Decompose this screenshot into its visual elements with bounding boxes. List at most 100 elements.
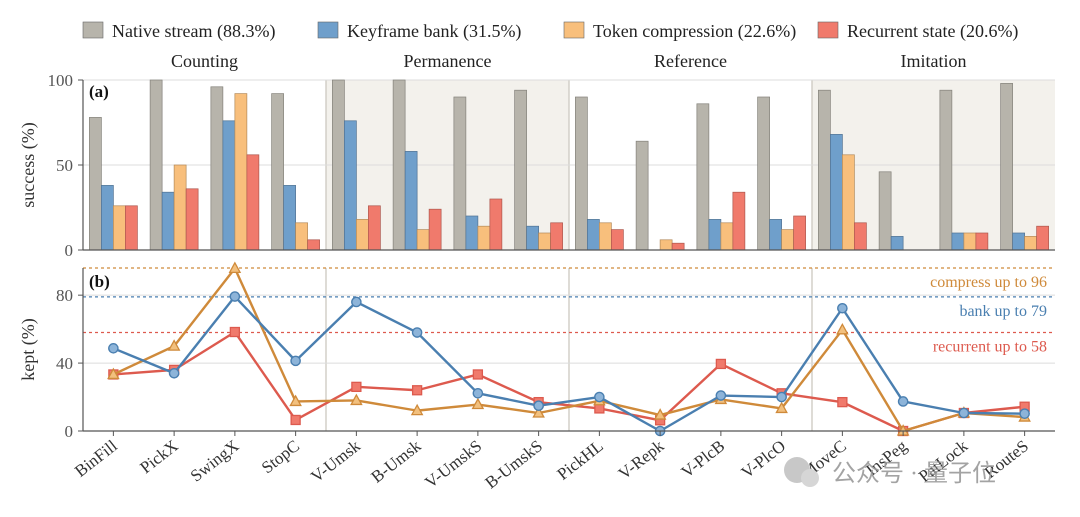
bar: [356, 219, 369, 251]
legend-label: Keyframe bank (31.5%): [347, 21, 521, 42]
data-point-bank: [168, 367, 180, 379]
bar: [587, 219, 600, 251]
wechat-icon-bubble: [801, 469, 819, 487]
data-point-recurrent: [715, 358, 727, 370]
data-point-bank: [715, 390, 727, 401]
data-point-bank: [472, 388, 484, 399]
bar: [125, 205, 138, 251]
bar: [368, 205, 381, 251]
bar: [781, 229, 794, 251]
x-tick-label: V-PlcB: [678, 436, 729, 481]
y-tick-label: 100: [48, 71, 74, 90]
bar: [453, 96, 467, 251]
data-point-bank: [776, 391, 787, 403]
y-tick-label: 50: [56, 156, 73, 175]
x-tick-label: PickX: [136, 436, 181, 477]
bar: [404, 151, 418, 251]
group-titles: Counting Permanence Reference Imitation: [171, 51, 967, 71]
bar: [720, 222, 734, 251]
legend-swatch: [817, 21, 839, 39]
reference-line-label: recurrent up to 58: [933, 339, 1047, 356]
bar: [1000, 83, 1013, 251]
data-point-compress: [167, 339, 181, 351]
data-point-recurrent: [229, 326, 241, 338]
bar: [113, 205, 126, 251]
bar: [635, 140, 649, 251]
group-title: Permanence: [404, 51, 492, 71]
bar: [416, 229, 430, 251]
bar: [951, 232, 965, 251]
panel-label: (a): [89, 82, 109, 101]
x-tick-label: V-Umsk: [307, 436, 364, 486]
bar: [696, 103, 710, 251]
bar: [890, 236, 904, 251]
data-point-compress: [836, 322, 849, 335]
y-tick-label: 40: [56, 354, 73, 373]
bar: [234, 93, 248, 251]
bar: [428, 208, 442, 251]
bar: [575, 96, 588, 251]
bar: [332, 79, 345, 251]
bar: [963, 232, 977, 251]
bar: [173, 164, 187, 251]
bar: [465, 215, 479, 251]
bar: [1036, 225, 1049, 251]
legend: Native stream (88.3%) Keyframe bank (31.5…: [82, 21, 1018, 42]
bar: [732, 191, 746, 251]
bar: [830, 134, 843, 251]
group-title: Reference: [654, 51, 727, 71]
bar: [149, 79, 163, 251]
data-point-bank: [411, 327, 423, 338]
data-point-compress: [289, 394, 302, 407]
watermark: 公众号 · 量子位: [784, 457, 996, 487]
data-point-compress: [228, 261, 242, 273]
group-title: Counting: [171, 51, 238, 71]
bar: [222, 120, 236, 251]
bar: [185, 188, 199, 251]
bar: [854, 222, 867, 251]
y-tick-label: 0: [65, 241, 74, 260]
data-point-bank: [108, 343, 119, 354]
legend-label: Token compression (22.6%): [593, 21, 796, 42]
data-point-recurrent: [837, 396, 848, 408]
legend-swatch: [317, 21, 339, 39]
bar: [307, 239, 320, 251]
panel-a-bar-chart: 0 50 100 (a) success (%): [18, 71, 1055, 260]
reference-line-label: compress up to 96: [930, 274, 1047, 291]
legend-label: Recurrent state (20.6%): [847, 21, 1018, 42]
x-tick-label: B-UmskS: [482, 436, 547, 492]
series-line-bank: [112, 295, 1025, 433]
panel-b-line-chart: 0 40 80 compress up to 96 bank up to 79 recur…: [18, 261, 1055, 441]
data-point-bank: [351, 296, 362, 308]
x-tick-label: SwingX: [187, 436, 243, 485]
x-tick-label: V-UmskS: [421, 436, 485, 492]
y-tick-label: 0: [65, 422, 74, 441]
bar: [757, 96, 770, 251]
bar: [975, 232, 989, 251]
legend-swatch: [563, 21, 585, 39]
data-point-bank: [958, 407, 970, 419]
bar: [489, 198, 503, 251]
reference-line-label: bank up to 79: [959, 303, 1047, 320]
x-tick-label: V-PlcO: [738, 436, 789, 482]
data-point-recurrent: [411, 385, 423, 396]
data-point-bank: [897, 396, 909, 407]
bar: [161, 191, 175, 251]
bar: [671, 242, 685, 251]
bar: [283, 185, 296, 251]
legend-swatch: [82, 21, 104, 39]
data-point-compress: [410, 403, 424, 416]
bar: [514, 89, 527, 251]
bar: [818, 89, 831, 251]
bar: [1024, 236, 1037, 251]
bar: [344, 120, 357, 251]
bar: [89, 117, 102, 251]
bar: [793, 215, 806, 251]
data-point-compress: [653, 408, 667, 420]
data-point-compress: [471, 397, 485, 410]
legend-label: Native stream (88.3%): [112, 21, 275, 42]
bar: [538, 232, 551, 251]
x-tick-label: V-Repk: [615, 436, 668, 483]
bar: [246, 154, 260, 251]
